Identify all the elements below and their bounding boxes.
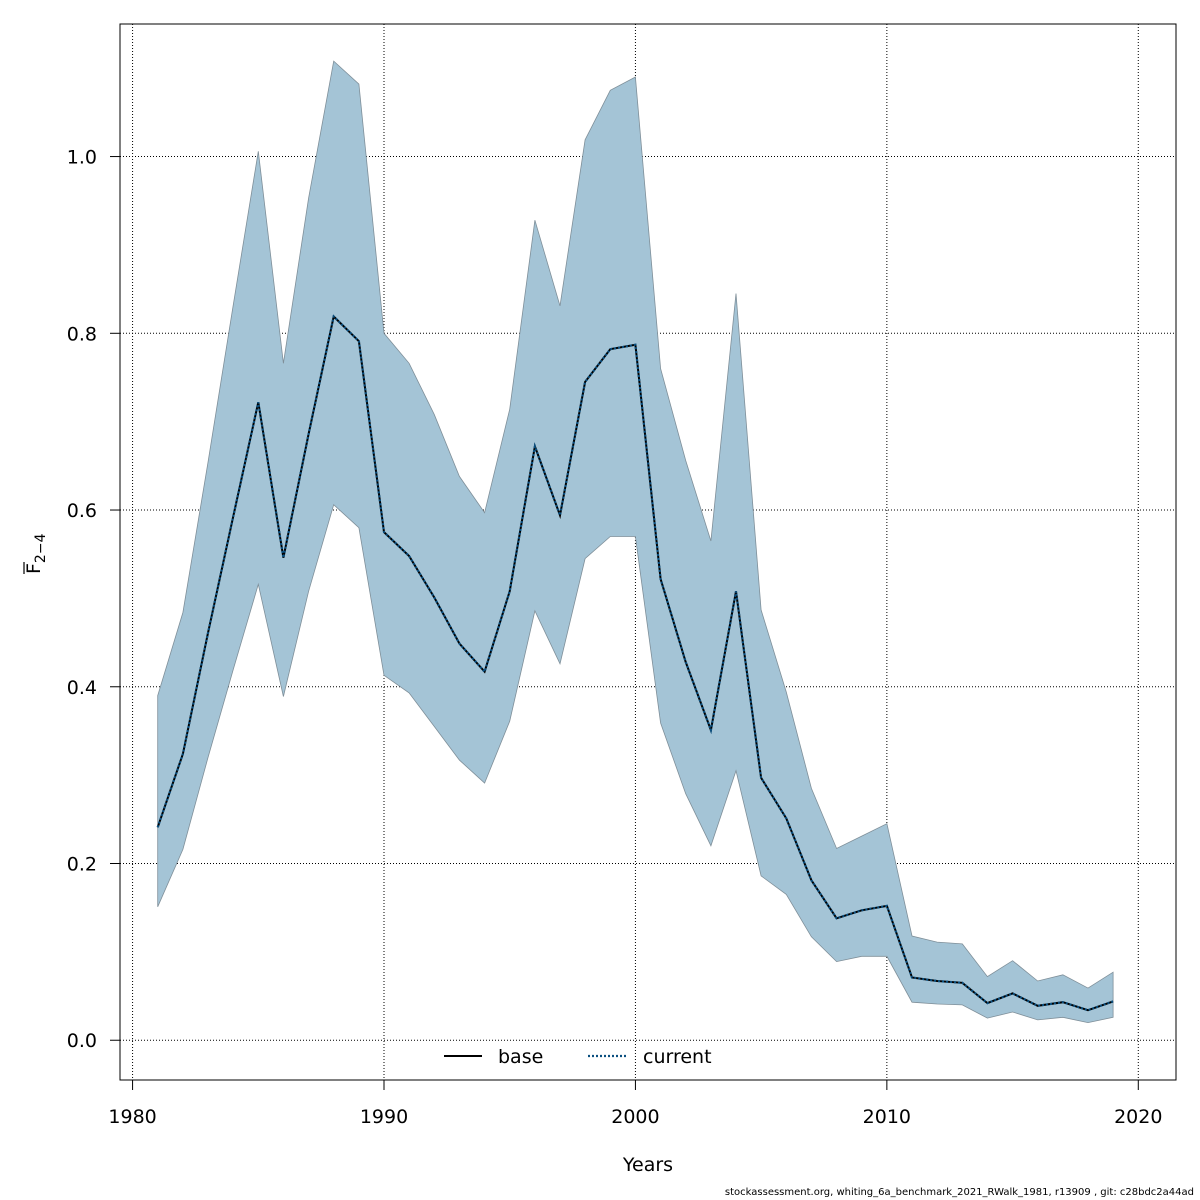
x-tick-label: 1980 (108, 1106, 156, 1128)
y-tick-label: 0.8 (67, 323, 97, 345)
confidence-band (157, 60, 1114, 1024)
x-axis-title: Years (622, 1154, 673, 1176)
y-axis-title: F2−4 (23, 533, 49, 574)
y-tick-label: 0.0 (67, 1030, 97, 1052)
x-tick-label: 2000 (611, 1106, 659, 1128)
y-axis-title-subscript: 2−4 (33, 533, 49, 563)
y-tick-label: 0.2 (67, 853, 97, 875)
legend-label-base: base (498, 1046, 543, 1068)
y-tick-label: 1.0 (67, 147, 97, 169)
y-tick-label: 0.6 (67, 500, 97, 522)
y-axis-title-main: F (23, 563, 45, 574)
footnote: stockassessment.org, whiting_6a_benchmar… (724, 1187, 1194, 1198)
x-tick-label: 2010 (863, 1106, 911, 1128)
series-lines (156, 314, 1114, 1012)
series-line-current (156, 314, 1114, 1012)
x-axis: 1980 1990 2000 2010 2020 (108, 1079, 1162, 1128)
x-tick-label: 1990 (360, 1106, 408, 1128)
svg-text:F2−4: F2−4 (23, 533, 49, 574)
y-axis: 0.0 0.2 0.4 0.6 0.8 1.0 (67, 147, 121, 1052)
legend: base current (444, 1046, 712, 1068)
legend-label-current: current (643, 1046, 712, 1068)
x-tick-label: 2020 (1114, 1106, 1162, 1128)
y-tick-label: 0.4 (67, 677, 97, 699)
